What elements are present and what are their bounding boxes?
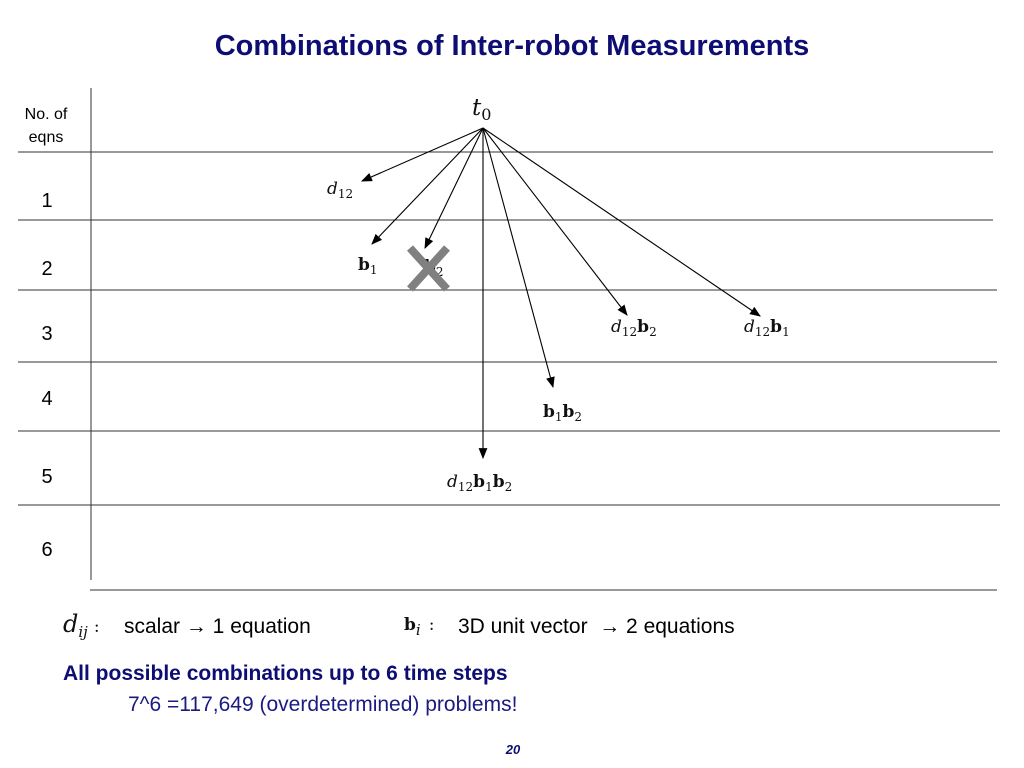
nodes: t0 d12 b1 b2 d12b2 d12b1 b1b2 d12b1b2: [327, 95, 790, 494]
cross: [407, 245, 450, 292]
row-number: 3: [41, 323, 52, 345]
title: Combinations of Inter-robot Measurements: [215, 30, 810, 62]
row-number: 1: [41, 190, 52, 212]
arrows: [360, 127, 761, 460]
row-number: 2: [41, 258, 52, 280]
table: No. of eqns 1 2 3 4 5 6: [18, 88, 1000, 591]
node: d12b1: [744, 317, 790, 339]
header: eqns: [29, 129, 64, 146]
row-number: 6: [41, 539, 52, 561]
legend: dij: scalar → 1 equation bi: 3D unit vec…: [63, 610, 735, 641]
node: d12b1b2: [447, 472, 512, 494]
legend-text: 3D unit vector → 2 equations: [458, 615, 735, 638]
row-number: 4: [41, 388, 52, 410]
node: d12: [327, 179, 353, 201]
node: t0: [472, 95, 491, 124]
page-number: 20: [505, 742, 521, 757]
node: d12b2: [611, 317, 657, 339]
row-number: 5: [41, 466, 52, 488]
legend-symbol: bi:: [404, 615, 434, 639]
legend-symbol: dij:: [63, 610, 100, 641]
node: b1: [358, 255, 378, 277]
node: b1b2: [543, 402, 582, 424]
legend-text: scalar → 1 equation: [124, 615, 311, 638]
header: No. of: [25, 106, 68, 123]
note-detail: 7^6 =117,649 (overdetermined) problems!: [128, 693, 517, 716]
note-heading: All possible combinations up to 6 time s…: [63, 662, 508, 685]
